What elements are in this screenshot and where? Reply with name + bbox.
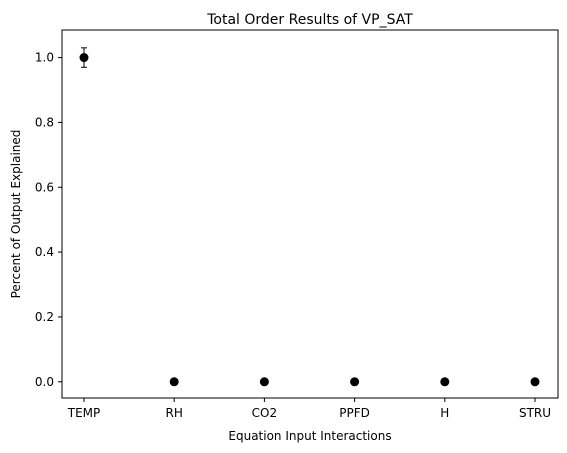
x-tick-label: CO2 [252,406,277,420]
data-points [79,53,540,387]
x-tick-label: TEMP [67,406,101,420]
data-point-rh [169,377,179,387]
y-axis: 0.0 0.2 0.4 0.6 0.8 1.0 [35,51,62,389]
y-tick-label: 1.0 [35,51,54,65]
data-point-co2 [259,377,269,387]
x-axis: TEMP RH CO2 PPFD H STRU [67,398,551,420]
y-tick-label: 0.0 [35,375,54,389]
plot-area [61,29,559,399]
x-tick-label: H [440,406,449,420]
y-tick-label: 0.8 [35,115,54,129]
chart-title: Total Order Results of VP_SAT [206,12,413,28]
y-axis-label: Percent of Output Explained [9,130,23,299]
data-point-ppfd [350,377,360,387]
x-axis-label: Equation Input Interactions [228,429,391,443]
data-point-temp [79,53,89,63]
x-tick-label: STRU [519,406,551,420]
y-tick-label: 0.4 [35,245,54,259]
y-tick-label: 0.6 [35,180,54,194]
data-point-h [440,377,450,387]
plot-frame [61,29,559,399]
x-tick-label: RH [166,406,183,420]
data-point-stru [530,377,540,387]
x-tick-label: PPFD [339,406,370,420]
y-tick-label: 0.2 [35,310,54,324]
